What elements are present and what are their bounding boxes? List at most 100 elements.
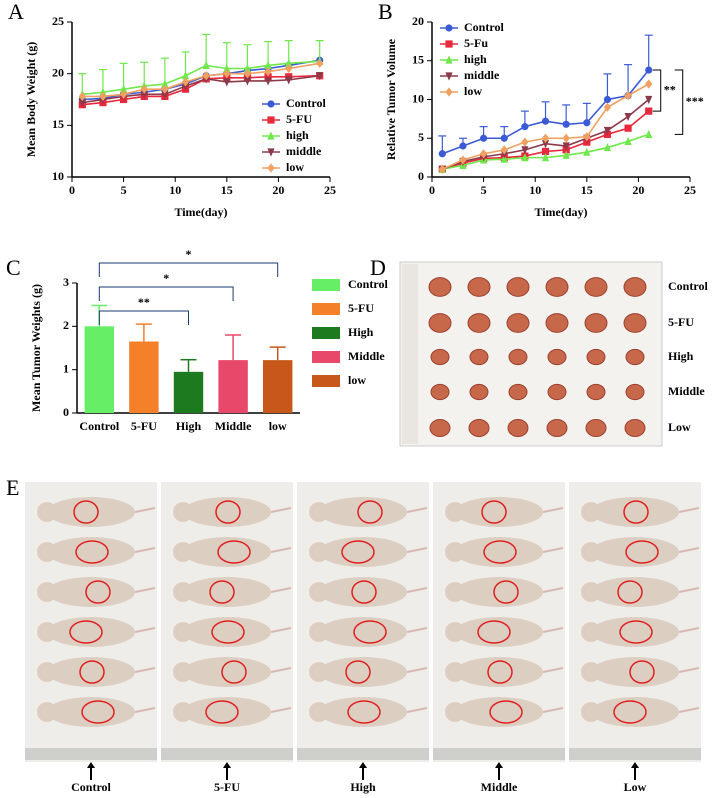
y-tick-label: 25 bbox=[52, 14, 64, 28]
marker bbox=[267, 163, 275, 173]
error-bar bbox=[644, 34, 653, 71]
mouse-head bbox=[309, 582, 329, 602]
tumor-circle bbox=[209, 580, 235, 604]
mouse-head bbox=[309, 662, 329, 682]
mouse-tail bbox=[406, 547, 428, 553]
marker bbox=[445, 72, 453, 81]
mouse-head bbox=[173, 502, 193, 522]
error-bar bbox=[603, 73, 612, 100]
tumor-circle bbox=[629, 660, 655, 684]
mouse-tail bbox=[678, 587, 700, 593]
mouse-body bbox=[319, 697, 407, 727]
legend-swatch bbox=[312, 351, 340, 363]
legend-label: low bbox=[348, 373, 366, 387]
mouse-head bbox=[445, 662, 465, 682]
mouse-body bbox=[591, 697, 679, 727]
bar bbox=[218, 360, 248, 413]
mouse-tail bbox=[270, 507, 292, 513]
mouse-head bbox=[581, 702, 601, 722]
mouse-head bbox=[173, 702, 193, 722]
tumor-circle bbox=[487, 660, 513, 684]
x-tick-label: High bbox=[176, 419, 202, 433]
tumor-circle bbox=[215, 500, 241, 524]
ruler bbox=[161, 748, 293, 760]
y-tick-label: 3 bbox=[63, 275, 69, 289]
marker bbox=[120, 84, 128, 93]
mouse-body bbox=[319, 497, 407, 527]
marker bbox=[120, 89, 128, 99]
mouse-body bbox=[183, 697, 271, 727]
marker bbox=[541, 153, 550, 162]
mouse-head bbox=[581, 662, 601, 682]
ruler bbox=[433, 748, 565, 760]
marker bbox=[202, 60, 210, 69]
tumor-circle bbox=[79, 660, 105, 684]
ruler bbox=[402, 264, 418, 444]
x-tick-label: 20 bbox=[272, 183, 284, 197]
tumor-circle bbox=[211, 620, 245, 644]
mouse-tail bbox=[678, 507, 700, 513]
tumor bbox=[428, 277, 452, 297]
y-tick-label: 1 bbox=[63, 361, 69, 375]
mouse-tail bbox=[542, 627, 564, 633]
mouse-body bbox=[455, 697, 543, 727]
tumor-circle bbox=[477, 620, 511, 644]
mouse-head bbox=[173, 542, 193, 562]
mouse-tail bbox=[678, 667, 700, 673]
x-tick-label: Middle bbox=[215, 419, 252, 433]
tumor-circle bbox=[75, 540, 109, 564]
marker bbox=[445, 40, 453, 48]
error-bar bbox=[202, 33, 211, 66]
ruler bbox=[297, 748, 429, 760]
mouse-body bbox=[455, 537, 543, 567]
tumor bbox=[586, 348, 606, 366]
error-bar bbox=[225, 334, 242, 361]
x-tick-label: 20 bbox=[632, 183, 644, 197]
tumor-circle bbox=[353, 620, 387, 644]
x-tick-label: 0 bbox=[69, 183, 75, 197]
mouse-tail bbox=[270, 547, 292, 553]
error-bar bbox=[624, 64, 633, 96]
y-tick-label: 5 bbox=[418, 130, 424, 144]
mouse-tail bbox=[406, 587, 428, 593]
marker bbox=[583, 119, 591, 127]
tumor bbox=[506, 277, 530, 297]
marker bbox=[223, 78, 231, 87]
marker bbox=[78, 99, 86, 108]
mouse-head bbox=[37, 542, 57, 562]
legend-label: Middle bbox=[348, 349, 385, 363]
error-bar bbox=[269, 346, 286, 361]
series-line bbox=[82, 60, 320, 96]
x-tick-label: 15 bbox=[581, 183, 593, 197]
tumor bbox=[545, 313, 569, 333]
significance-label: * bbox=[186, 247, 192, 261]
marker bbox=[316, 58, 324, 68]
mouse-body bbox=[47, 697, 135, 727]
significance-bracket bbox=[652, 69, 662, 112]
panel-letter: E bbox=[6, 475, 19, 500]
mouse-head bbox=[581, 582, 601, 602]
marker bbox=[562, 142, 570, 151]
legend-label: low bbox=[286, 160, 304, 174]
series-line bbox=[82, 62, 320, 98]
y-tick-label: 10 bbox=[52, 169, 64, 183]
tumor bbox=[623, 277, 647, 297]
marker bbox=[645, 95, 653, 105]
legend-label: High bbox=[348, 325, 374, 339]
legend-label: high bbox=[286, 128, 309, 142]
marker bbox=[243, 77, 252, 86]
legend-label: Control bbox=[286, 96, 326, 110]
tumor-circle bbox=[221, 660, 247, 684]
marker bbox=[500, 134, 508, 142]
mouse-body bbox=[183, 497, 271, 527]
mouse-body bbox=[591, 657, 679, 687]
mouse-head bbox=[445, 582, 465, 602]
marker bbox=[624, 136, 632, 145]
mouse-tail bbox=[542, 707, 564, 713]
marker bbox=[181, 71, 190, 80]
legend-swatch bbox=[312, 279, 340, 291]
photo-label: Low bbox=[624, 780, 647, 794]
mouse-head bbox=[37, 502, 57, 522]
marker bbox=[438, 150, 446, 158]
significance-bracket bbox=[98, 262, 279, 277]
